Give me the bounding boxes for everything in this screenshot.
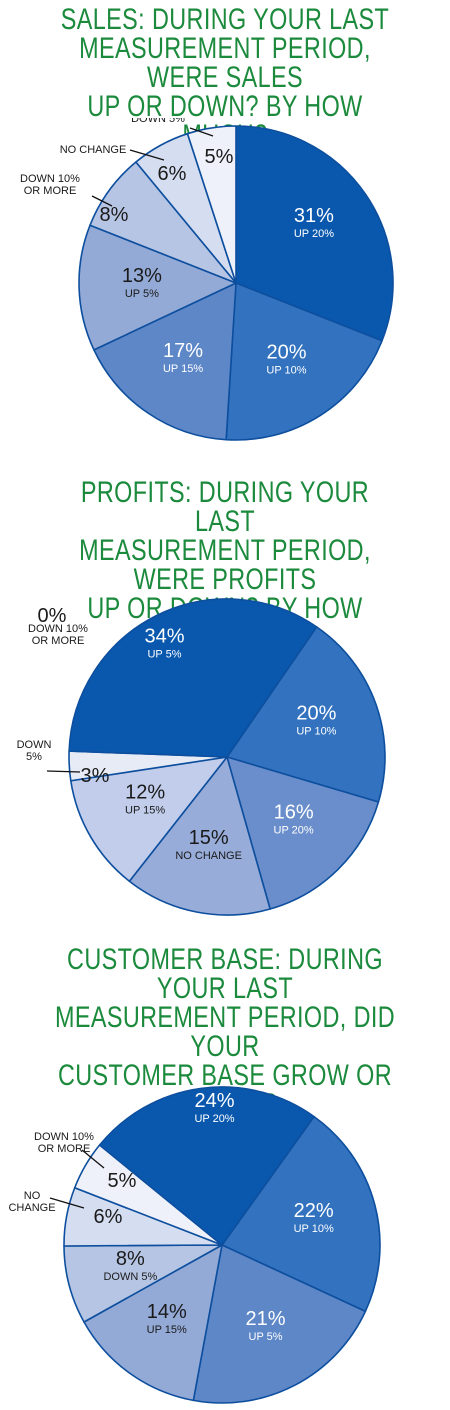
pie-slice-up-5 [192, 1244, 367, 1404]
slice-value-label: 12% [125, 782, 165, 804]
slice-category-label: UP 10% [294, 1223, 334, 1235]
slice-category-label: DOWN 10% [34, 1131, 94, 1143]
slice-category-label: UP 20% [274, 824, 314, 836]
pie-chart: 31%UP 20% 20%UP 10% 17%UP 15% 13%UP 5% 8% DOW… [20, 118, 394, 441]
slice-value-label: 13% [122, 265, 162, 287]
slice-category-label: CHANGE [8, 1202, 55, 1214]
pie-slice-no-change [128, 756, 271, 916]
slice-value-label: 6% [158, 163, 187, 185]
slice-category-label: UP 15% [147, 1324, 187, 1336]
pie-chart: 20%UP 10% 16%UP 20% 15%NO CHANGE 12%UP 15% 3… [17, 598, 386, 916]
slice-value-label: 22% [294, 1200, 334, 1222]
pie-chart: 22%UP 10% 21%UP 5% 14%UP 15% 8%DOWN 5% 6% NOC… [8, 1086, 381, 1404]
slice-value-label: 17% [163, 340, 203, 362]
pie-slice-up-20 [226, 756, 380, 910]
slice-category-label: OR MORE [32, 635, 85, 647]
slice-category-label: NO CHANGE [60, 144, 127, 156]
pie-slice-down-5 [186, 125, 237, 284]
slice-value-label: 15% [189, 827, 229, 849]
slice-category-label: NO CHANGE [175, 850, 242, 862]
slice-category-label: 5% [26, 751, 42, 763]
slice-category-label: UP 10% [266, 365, 306, 377]
slice-category-label: NO [24, 1190, 41, 1202]
pie-slice-up-5 [68, 598, 318, 758]
leader-line [129, 149, 165, 161]
pie-slice-up-15 [93, 282, 237, 441]
slice-category-label: UP 20% [194, 1113, 234, 1125]
slice-category-label: DOWN [17, 739, 52, 751]
title-line: CUSTOMER BASE: DURING YOUR LAST [67, 943, 383, 1005]
pie-slice-up-15 [69, 756, 228, 883]
leader-line [49, 1197, 85, 1209]
slice-value-label: 5% [205, 146, 234, 168]
slice-value-label: 21% [246, 1308, 286, 1330]
pie-slice-up-10 [225, 282, 383, 441]
title-line: SALES: DURING YOUR LAST [60, 3, 390, 36]
slice-value-label: 8% [100, 204, 129, 226]
slice-value-label: 8% [116, 1248, 145, 1270]
slice-value-label: 5% [108, 1170, 137, 1192]
slice-value-label: 34% [144, 625, 184, 647]
title-line: MEASUREMENT PERIOD, WERE PROFITS [79, 534, 371, 596]
leader-line [46, 770, 81, 773]
slice-category-label: UP 5% [147, 648, 181, 660]
slice-category-label: DOWN 10% [28, 623, 88, 635]
title-line: MEASUREMENT PERIOD, WERE SALES [79, 32, 371, 94]
sales-chart: SALES: DURING YOUR LAST MEASUREMENT PERI… [0, 0, 450, 460]
pie-slice-up-5 [78, 224, 237, 351]
slice-value-label: 16% [274, 801, 314, 823]
leader-line [81, 1149, 105, 1169]
slice-value-label: 14% [147, 1301, 187, 1323]
slice-value-label: 20% [296, 702, 336, 724]
title-line: MEASUREMENT PERIOD, DID YOUR [54, 1001, 396, 1063]
slice-category-label: UP 20% [294, 228, 334, 240]
slice-category-label: UP 10% [296, 725, 336, 737]
slice-category-label: OR MORE [24, 185, 77, 197]
pie-slice-up-10 [226, 626, 386, 803]
slice-value-label: 3% [81, 765, 110, 787]
customer-base-chart: CUSTOMER BASE: DURING YOUR LAST MEASUREM… [0, 925, 450, 1410]
leader-line [91, 195, 113, 207]
slice-value-label: 20% [266, 342, 306, 364]
slice-category-label: UP 5% [125, 288, 159, 300]
slice-category-label: UP 15% [125, 805, 165, 817]
pie-slice-up-20 [98, 1086, 315, 1246]
leader-line [189, 127, 214, 137]
slice-value-label: 6% [94, 1206, 123, 1228]
slice-category-label: OR MORE [38, 1143, 91, 1155]
profits-chart: PROFITS: DURING YOUR LAST MEASUREMENT PE… [0, 460, 450, 925]
slice-category-label: DOWN 5% [131, 118, 185, 125]
slice-value-label: 24% [195, 1090, 235, 1112]
slice-value-label: 31% [294, 205, 334, 227]
pie-slice-up-15 [83, 1244, 223, 1402]
slice-category-label: DOWN 10% [20, 173, 80, 185]
slice-category-label: UP 15% [163, 363, 203, 375]
slice-category-label: UP 5% [249, 1331, 283, 1343]
title-line: PROFITS: DURING YOUR LAST [80, 476, 370, 538]
slice-value-label: 0% [38, 605, 67, 627]
pie-slice-up-20 [235, 125, 394, 342]
slice-category-label: DOWN 5% [103, 1271, 157, 1283]
